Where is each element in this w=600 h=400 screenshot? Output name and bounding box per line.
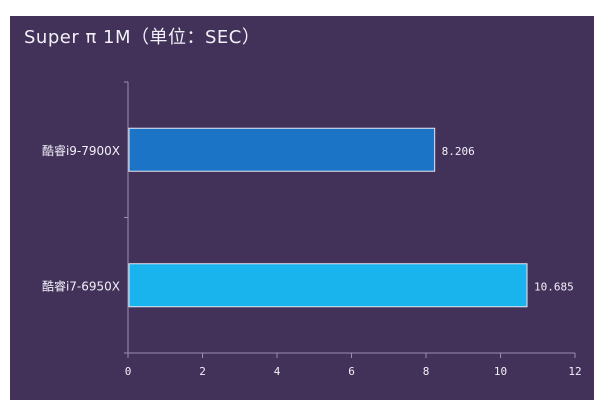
chart-panel: Super π 1M（单位：SEC） 0 2 4 6 8 10 12 酷睿i9-7900X 8.… xyxy=(10,16,594,400)
bar xyxy=(128,263,528,308)
data-label: 10.685 xyxy=(534,280,574,293)
category-label: 酷睿i7-6950X xyxy=(42,278,120,293)
x-tick-label: 4 xyxy=(274,365,281,378)
x-tick-label: 8 xyxy=(423,365,430,378)
x-tick-label: 12 xyxy=(568,365,581,378)
x-tick-label: 10 xyxy=(494,365,507,378)
x-tick-label: 2 xyxy=(199,365,206,378)
x-tick-label: 6 xyxy=(348,365,355,378)
bar-chart: 0 2 4 6 8 10 12 酷睿i9-7900X 8.206 酷睿i7-6950X 10.685 xyxy=(42,81,582,378)
data-label: 8.206 xyxy=(442,145,475,158)
bar xyxy=(128,127,436,172)
category-label: 酷睿i9-7900X xyxy=(42,143,120,158)
x-tick-label: 0 xyxy=(125,365,132,378)
chart-title: Super π 1M（单位：SEC） xyxy=(24,27,261,48)
